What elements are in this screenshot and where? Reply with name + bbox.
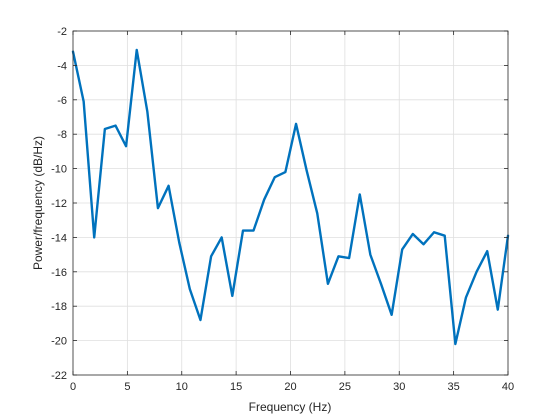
data-series — [71, 48, 510, 346]
x-axis-ticks: 0 5 10 15 20 25 30 35 40 — [70, 31, 514, 393]
x-tick-label: 15 — [230, 381, 242, 393]
y-tick-label: -4 — [57, 60, 67, 72]
y-tick-label: -10 — [51, 164, 67, 176]
y-tick-label: -18 — [51, 301, 67, 313]
y-tick-label: -8 — [57, 129, 67, 141]
y-axis-ticks: -2 -4 -6 -8 -10 -12 -14 -16 -18 -20 -22 — [51, 26, 508, 382]
y-tick-label: -6 — [57, 95, 67, 107]
x-tick-label: 35 — [448, 381, 460, 393]
y-tick-label: -22 — [51, 370, 67, 382]
x-tick-label: 0 — [70, 381, 76, 393]
x-tick-label: 5 — [124, 381, 130, 393]
x-tick-label: 20 — [284, 381, 296, 393]
x-axis-label: Frequency (Hz) — [249, 400, 332, 414]
series-line — [71, 48, 510, 346]
y-tick-label: -12 — [51, 198, 67, 210]
x-tick-label: 25 — [339, 381, 351, 393]
y-axis-label: Power/frequency (dB/Hz) — [31, 136, 45, 270]
y-tick-label: -2 — [57, 26, 67, 38]
y-tick-label: -16 — [51, 267, 67, 279]
y-tick-label: -20 — [51, 336, 67, 348]
y-tick-label: -14 — [51, 232, 67, 244]
x-tick-label: 40 — [502, 381, 514, 393]
x-tick-label: 10 — [176, 381, 188, 393]
x-tick-label: 30 — [393, 381, 405, 393]
